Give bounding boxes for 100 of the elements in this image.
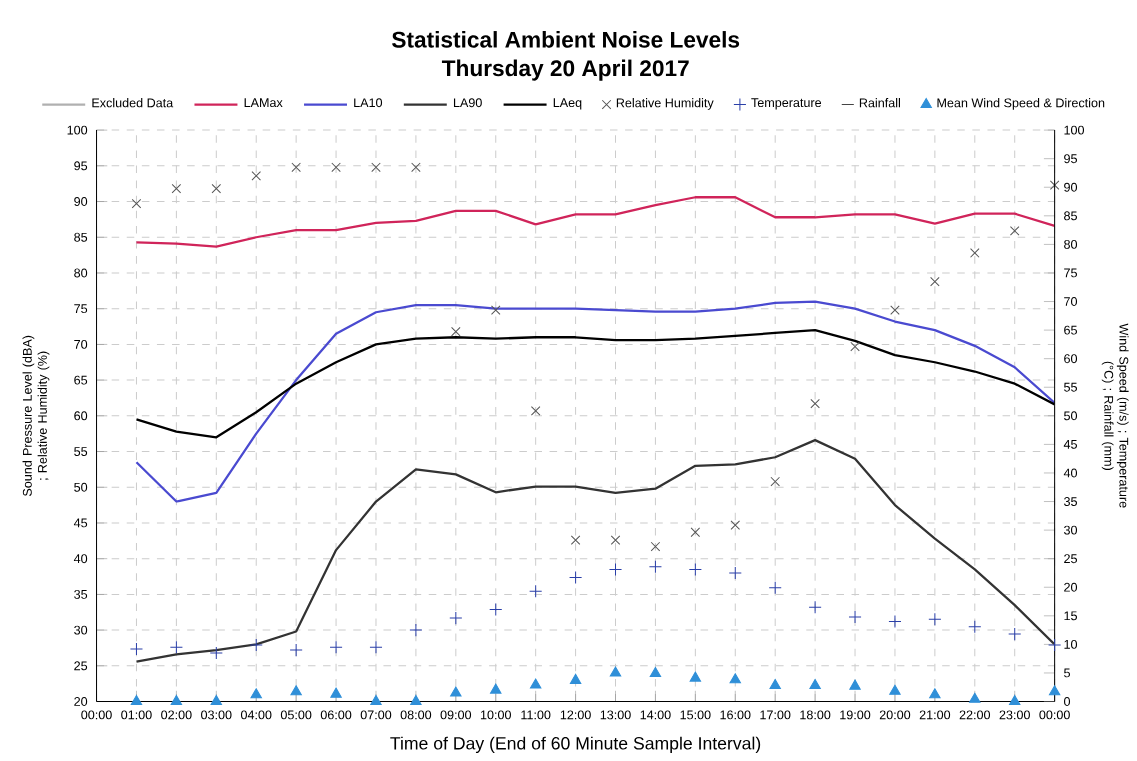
y2-tick-label: 95 <box>1064 154 1077 163</box>
y-tick-label: 75 <box>74 304 88 313</box>
y2-tick-label: 45 <box>1063 439 1077 449</box>
point <box>411 162 421 172</box>
y2-tick-label: 75 <box>1064 268 1077 278</box>
y2-tick-label: 90 <box>1064 182 1078 192</box>
y2-tick-label: 40 <box>1063 468 1078 478</box>
y2-tick-label: 80 <box>1064 239 1078 249</box>
x-tick-label: 04:00 <box>240 710 272 720</box>
y-tick-label: 70 <box>74 339 88 349</box>
point <box>730 520 741 530</box>
point <box>251 170 262 181</box>
x-tick-label: 00:00 <box>81 710 112 720</box>
point <box>1049 180 1060 190</box>
legend-label: LAeq <box>553 98 582 110</box>
y-tick-label: 95 <box>74 161 88 171</box>
line-series <box>135 438 1055 663</box>
point <box>171 183 182 194</box>
y-tick-label: 40 <box>73 554 88 563</box>
x-tick-label: 01:00 <box>121 710 152 720</box>
point <box>371 162 381 172</box>
point <box>1009 225 1020 236</box>
point <box>211 183 222 194</box>
point <box>291 162 301 172</box>
point <box>770 476 780 487</box>
x-tick-label: 02:00 <box>161 710 192 720</box>
legend-label: Temperature <box>751 98 822 110</box>
y-tick-label: 45 <box>73 518 88 528</box>
x-tick-label: 23:00 <box>999 710 1030 720</box>
y-tick-label: 35 <box>74 589 88 599</box>
point <box>570 535 581 545</box>
x-tick-label: 10:00 <box>480 710 511 720</box>
legend-label: LA90 <box>453 98 482 107</box>
x-tick-label: 22:00 <box>959 710 991 720</box>
point <box>610 535 621 545</box>
y2-tick-label: 50 <box>1064 411 1078 421</box>
y2-tick-label: 10 <box>1064 639 1078 649</box>
y-tick-label: 65 <box>74 375 88 385</box>
y2-tick-label: 60 <box>1064 354 1078 363</box>
y2-tick-label: 25 <box>1064 554 1077 563</box>
point <box>810 398 820 409</box>
y-tick-label: 20 <box>74 696 88 706</box>
point <box>890 305 900 315</box>
x-tick-label: 09:00 <box>440 710 472 720</box>
x-tick-label: 11:00 <box>521 710 551 720</box>
point <box>690 527 701 537</box>
y-axis-title: Sound Pressure Level (dBA) ; Relative Humidity (%) <box>22 335 50 496</box>
y-tick-label: 25 <box>74 661 88 671</box>
x-tick-label: 06:00 <box>320 710 352 720</box>
y2-tick-label: 70 <box>1064 296 1078 306</box>
x-tick-label: 15:00 <box>680 710 711 720</box>
x-tick-label: 17:00 <box>760 710 791 720</box>
y-tick-label: 55 <box>74 446 88 456</box>
legend-label: Rainfall <box>859 97 900 108</box>
y2-tick-label: 0 <box>1064 696 1071 706</box>
y-tick-label: 90 <box>74 196 88 206</box>
legend-label: LAMax <box>244 98 283 107</box>
y2-axis-title: Wind Speed (m/s) ; Temperature (°C) ; Rainfall (mm) <box>1101 323 1129 508</box>
y2-tick-label: 100 <box>1064 125 1085 135</box>
point <box>530 405 541 416</box>
y2-tick-label: 15 <box>1064 611 1077 620</box>
legend-label: Relative Humidity <box>616 97 714 110</box>
point <box>490 305 501 315</box>
y-tick-label: 60 <box>74 411 88 421</box>
legend-label: Excluded Data <box>92 97 174 108</box>
line-series <box>135 195 1055 248</box>
x-tick-label: 20:00 <box>879 710 911 720</box>
point <box>331 162 341 172</box>
x-axis-title: Time of Day (End of 60 Minute Sample Interval) <box>390 736 761 753</box>
y-tick-label: 100 <box>67 125 88 135</box>
chart-subtitle: Thursday 20 April 2017 <box>441 59 689 81</box>
y2-tick-label: 55 <box>1064 382 1077 392</box>
chart-title: Statistical Ambient Noise Levels <box>392 30 740 48</box>
x-tick-label: 08:00 <box>400 710 432 720</box>
point <box>131 198 142 209</box>
point <box>650 541 661 552</box>
x-tick-label: 00:00 <box>1039 710 1070 720</box>
x-tick-label: 14:00 <box>640 710 671 720</box>
y2-tick-label: 30 <box>1064 525 1078 535</box>
y2-tick-label: 65 <box>1064 325 1077 335</box>
y-tick-label: 85 <box>74 232 88 242</box>
legend-label: LA10 <box>354 98 383 107</box>
x-tick-label: 03:00 <box>201 710 232 720</box>
x-tick-label: 16:00 <box>720 710 751 720</box>
point <box>451 326 461 337</box>
x-tick-label: 07:00 <box>360 710 392 720</box>
x-tick-label: 13:00 <box>600 710 631 720</box>
x-tick-label: 12:00 <box>560 710 591 720</box>
point <box>970 247 980 258</box>
y-tick-label: 50 <box>74 482 88 492</box>
y2-tick-label: 35 <box>1064 496 1077 506</box>
y-tick-label: 80 <box>74 268 88 278</box>
point <box>850 341 860 352</box>
x-tick-label: 19:00 <box>840 710 871 720</box>
y2-tick-label: 85 <box>1064 211 1077 221</box>
x-tick-label: 18:00 <box>800 710 831 720</box>
y-tick-label: 30 <box>74 625 88 635</box>
x-tick-label: 05:00 <box>280 710 312 720</box>
y2-tick-label: 5 <box>1064 668 1070 678</box>
y2-tick-label: 20 <box>1064 582 1078 592</box>
